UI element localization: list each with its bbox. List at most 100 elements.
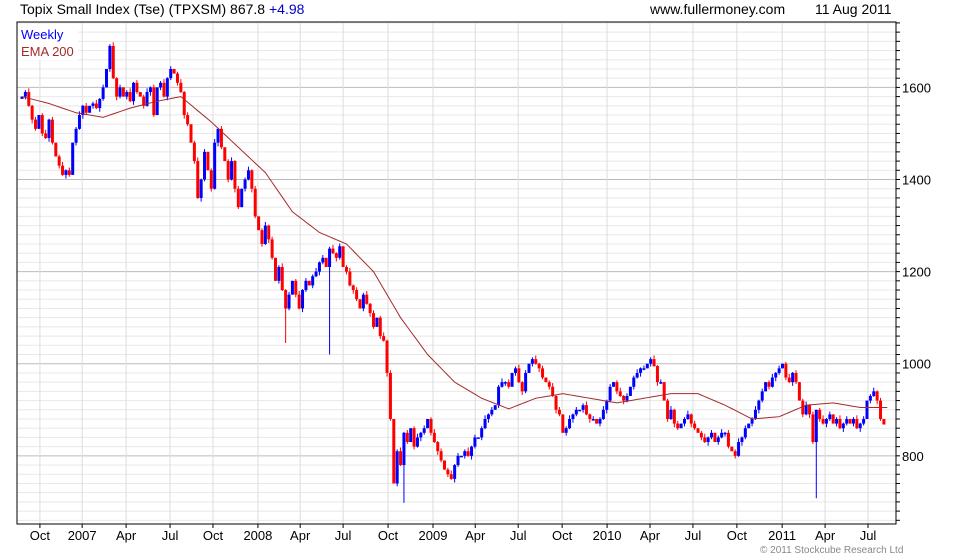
candle-down (615, 382, 619, 392)
candle-down (172, 68, 176, 74)
candle-down (693, 423, 697, 429)
legend-weekly: Weekly (21, 27, 64, 42)
candle-up (47, 119, 51, 139)
candle-up (781, 363, 784, 369)
candle-up (98, 98, 102, 109)
candle-down (280, 267, 284, 291)
candle-down (382, 336, 386, 341)
candle-down (196, 161, 200, 198)
candle-up (578, 409, 582, 412)
candle-up (510, 372, 514, 387)
candle-down (50, 119, 54, 143)
candle-up (824, 418, 828, 424)
candle-down (115, 78, 119, 97)
candle-up (574, 409, 578, 415)
candle-down (446, 469, 450, 475)
candle-down (726, 432, 730, 447)
x-tick-label: Jul (335, 528, 352, 543)
candle-up (290, 280, 294, 295)
candle-down (355, 290, 359, 300)
candle-up (642, 368, 646, 370)
candle-down (331, 248, 335, 254)
candle-up (145, 92, 149, 106)
x-tick-label: Jul (510, 528, 527, 543)
x-tick-label: Apr (465, 528, 486, 543)
candle-down (466, 451, 470, 456)
candle-down (368, 303, 372, 314)
x-tick-label: Jul (860, 528, 877, 543)
candle-down (831, 414, 835, 424)
candle-down (297, 294, 301, 309)
candle-down (666, 400, 670, 419)
candle-down (294, 280, 298, 295)
candle-up (635, 372, 639, 378)
candle-up (828, 414, 832, 419)
candle-up (81, 105, 85, 116)
candle-up (669, 409, 673, 419)
candle-down (135, 82, 139, 93)
candle-up (213, 142, 217, 189)
candle-up (872, 391, 876, 396)
candle-down (388, 372, 392, 419)
candle-up (419, 432, 423, 438)
x-tick-label: 2008 (243, 528, 272, 543)
candle-up (148, 87, 152, 93)
candle-down (372, 313, 376, 327)
candle-down (554, 395, 558, 410)
candle-down (257, 216, 261, 231)
candle-up (868, 395, 872, 401)
candle-up (483, 418, 487, 429)
candle-down (818, 409, 822, 419)
candle-up (321, 257, 325, 263)
candle-up (277, 267, 281, 281)
candle-down (652, 359, 656, 367)
candle-up (750, 418, 754, 424)
candle-up (493, 405, 497, 410)
candle-down (274, 257, 277, 281)
candle-up (706, 437, 710, 443)
candle-up (287, 294, 291, 309)
candle-up (304, 280, 308, 291)
candle-up (835, 418, 839, 424)
x-tick-label: Oct (30, 528, 51, 543)
candle-up (757, 400, 761, 410)
candle-up (240, 188, 244, 208)
candle-down (544, 377, 548, 383)
candle-up (463, 451, 467, 456)
candle-down (767, 382, 771, 387)
candle-down (128, 92, 132, 102)
candle-up (456, 455, 460, 466)
candle-up (216, 128, 220, 143)
candle-down (618, 391, 622, 396)
candle-down (179, 82, 183, 93)
candle-down (138, 92, 142, 97)
x-tick-label: Jul (685, 528, 702, 543)
x-tick-label: Oct (552, 528, 573, 543)
candle-down (551, 386, 555, 396)
candle-up (301, 290, 305, 309)
candle-down (588, 414, 592, 419)
candle-up (470, 446, 474, 456)
candle-up (581, 405, 585, 410)
candle-down (67, 170, 71, 175)
candle-down (703, 437, 707, 443)
candle-down (209, 170, 213, 189)
x-tick-label: Apr (815, 528, 836, 543)
y-tick-label: 800 (902, 449, 924, 464)
candle-up (71, 142, 75, 175)
candle-down (219, 128, 223, 148)
candle-up (497, 386, 501, 406)
candle-up (686, 414, 690, 419)
candle-up (230, 161, 234, 180)
candle-down (713, 432, 717, 443)
candle-up (845, 418, 849, 424)
x-tick-label: Apr (290, 528, 311, 543)
candle-down (429, 418, 433, 433)
candle-down (733, 451, 737, 456)
candle-down (520, 382, 524, 392)
candle-up (527, 363, 531, 373)
candle-down (324, 257, 328, 268)
price-change: +4.98 (268, 1, 305, 17)
candle-down (821, 418, 825, 424)
candle-down (260, 230, 264, 244)
